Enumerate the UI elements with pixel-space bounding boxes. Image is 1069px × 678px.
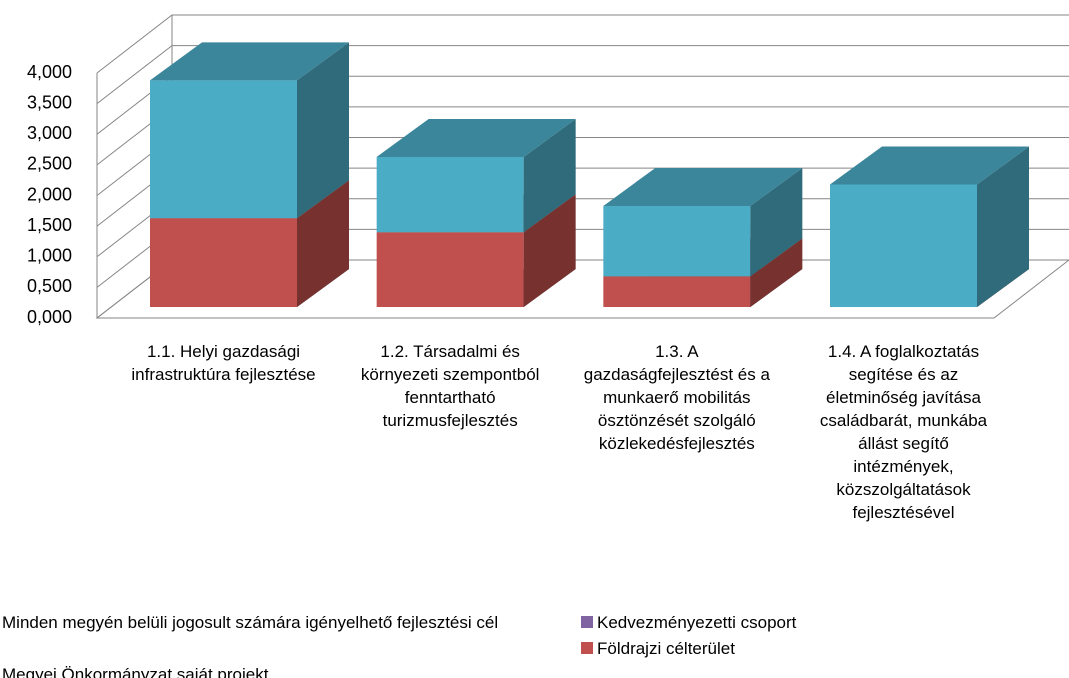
x-tick-label: 1.1. Helyi gazdasági infrastruktúra fejl… — [131, 342, 316, 384]
bar-front — [603, 276, 751, 307]
y-tick-label: 0,500 — [27, 276, 72, 296]
y-tick-label: 2,500 — [27, 154, 72, 174]
bar-side — [297, 42, 349, 219]
bar-front — [376, 156, 524, 233]
y-tick-label: 1,000 — [27, 246, 72, 266]
y-tick-label: 3,500 — [27, 92, 72, 112]
legend-marker — [581, 642, 593, 654]
bar-front — [603, 205, 751, 277]
y-tick-label: 0,000 — [27, 307, 72, 327]
bar-side — [977, 146, 1030, 307]
bar-side — [750, 167, 803, 277]
bar-top — [830, 146, 1030, 185]
legend-label: Megyei Önkormányzat saját projekt — [2, 665, 269, 678]
legend-label: Minden megyén belüli jogosult számára ig… — [2, 613, 499, 632]
legend-label: Földrajzi célterület — [597, 639, 735, 658]
bar-front — [830, 184, 978, 307]
bar-front — [376, 232, 524, 307]
bar-front — [150, 218, 297, 307]
bar-side — [750, 238, 803, 307]
y-tick-label: 3,000 — [27, 123, 72, 143]
bar-side — [523, 118, 576, 233]
bar-top — [376, 118, 576, 157]
x-tick-label: 1.4. A foglalkoztatás segítése és az éle… — [819, 342, 988, 522]
bar-top — [150, 42, 349, 81]
legend-marker — [581, 616, 593, 628]
legend-label: Kedvezményezetti csoport — [597, 613, 797, 632]
bar-front — [150, 80, 297, 219]
x-tick-label: 1.3. A gazdaságfejlesztést és a munkaerő… — [583, 342, 770, 453]
x-tick-label: 1.2. Társadalmi és környezeti szempontbó… — [360, 342, 540, 430]
bar-side — [523, 194, 576, 307]
y-tick-label: 4,000 — [27, 62, 72, 82]
y-tick-label: 2,000 — [27, 184, 72, 204]
y-tick-label: 1,500 — [27, 215, 72, 235]
bar-side — [297, 180, 349, 307]
bar-top — [603, 167, 803, 206]
